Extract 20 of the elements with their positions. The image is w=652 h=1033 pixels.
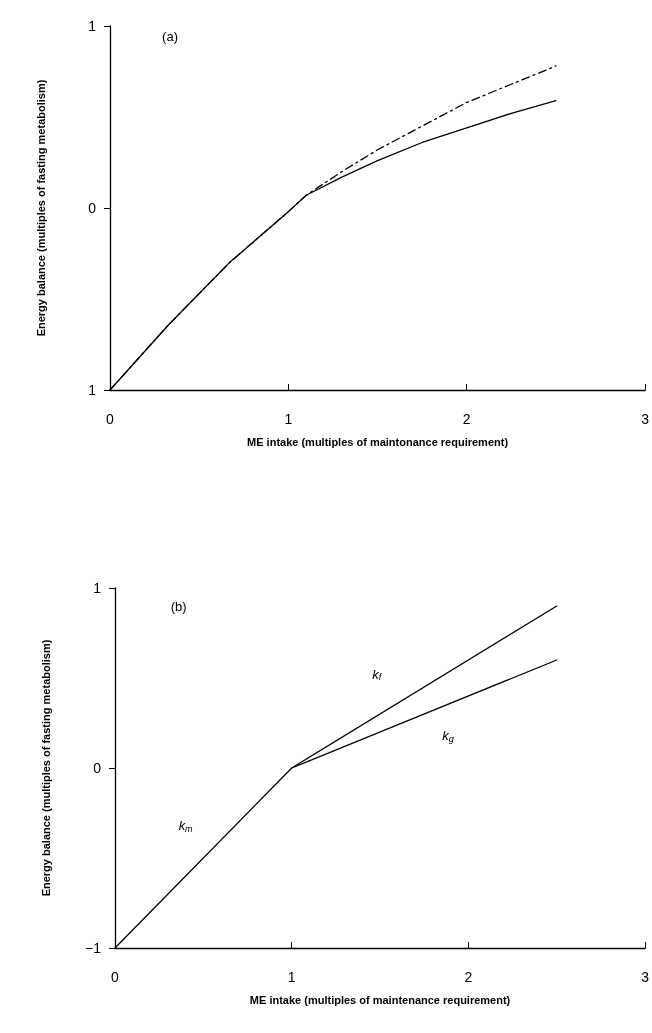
x-tick-label: 0 — [106, 411, 115, 427]
x-axis-title: ME intake (multiples of maintonance requirement) — [247, 435, 509, 448]
x-tick-label: 1 — [284, 411, 293, 427]
x-axis-title: ME intake (multiples of maintenance requirement) — [249, 993, 511, 1006]
y-tick-label: 1 — [88, 382, 97, 398]
y-tick-label: −1 — [85, 940, 102, 956]
x-tick-label: 2 — [464, 969, 473, 985]
y-tick-label: 0 — [93, 760, 102, 776]
x-tick-label: 1 — [287, 969, 296, 985]
y-axis-title: Energy balance (multiples of fasting metabolism) — [34, 79, 47, 337]
annotation: (a) — [162, 29, 178, 45]
x-tick-label: 2 — [462, 411, 471, 427]
x-tick-label: 0 — [111, 969, 120, 985]
x-tick-label: 3 — [641, 411, 650, 427]
y-tick-label: 1 — [88, 18, 97, 34]
x-tick-label: 3 — [641, 969, 650, 985]
y-tick-label: 1 — [93, 580, 102, 596]
y-tick-label: 0 — [88, 200, 97, 216]
annotation: (b) — [170, 598, 187, 614]
y-axis-title: Energy balance (multiples of fasting metabolism) — [39, 639, 52, 897]
